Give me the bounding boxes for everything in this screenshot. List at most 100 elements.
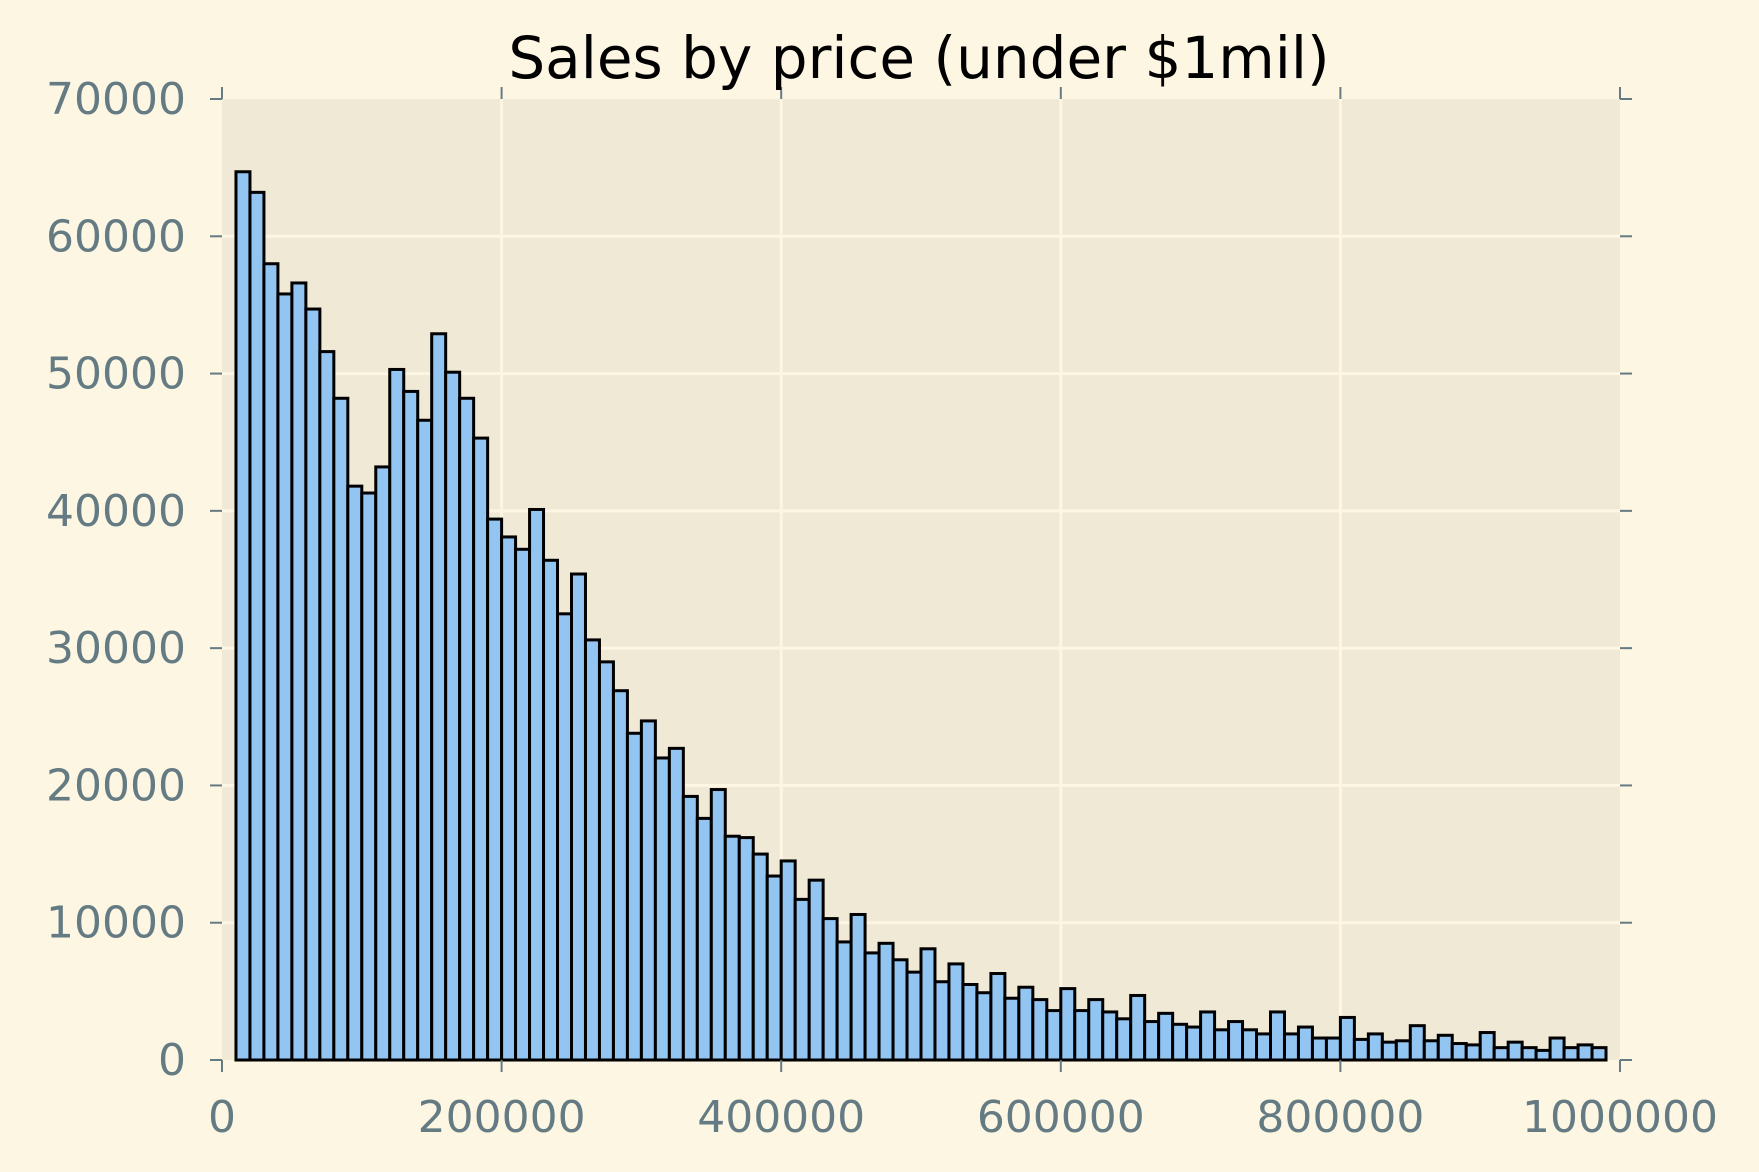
histogram-bar-7 bbox=[332, 396, 350, 1062]
y-tick-label-6: 60000 bbox=[46, 211, 186, 262]
y-tick-labels: 0 10000 20000 30000 40000 50000 60000 70000 bbox=[46, 74, 186, 1086]
histogram-bar-93 bbox=[1534, 1048, 1552, 1062]
histogram-bar-77 bbox=[1310, 1036, 1328, 1062]
histogram-bar-11 bbox=[388, 367, 406, 1062]
histogram-bar-29 bbox=[639, 719, 657, 1062]
histogram-bar-45 bbox=[863, 951, 881, 1062]
histogram-bar-79 bbox=[1338, 1015, 1356, 1062]
histogram-bar-65 bbox=[1143, 1020, 1161, 1062]
histogram-bar-90 bbox=[1492, 1046, 1510, 1062]
histogram-bar-38 bbox=[765, 874, 783, 1062]
histogram-bar-71 bbox=[1227, 1020, 1245, 1062]
histogram-bar-87 bbox=[1450, 1042, 1468, 1062]
histogram-bar-76 bbox=[1296, 1025, 1314, 1062]
histogram-bar-18 bbox=[486, 517, 504, 1062]
histogram-bar-21 bbox=[528, 507, 546, 1062]
histogram-bar-60 bbox=[1073, 1009, 1091, 1062]
histogram-bar-8 bbox=[346, 484, 364, 1062]
y-tick-label-5: 50000 bbox=[46, 349, 186, 400]
histogram-bar-37 bbox=[751, 852, 769, 1062]
y-tick-label-1: 10000 bbox=[46, 898, 186, 949]
y-tick-label-0: 0 bbox=[158, 1035, 186, 1086]
y-tick-label-2: 20000 bbox=[46, 760, 186, 811]
x-tick-labels: 0 200000 400000 600000 800000 1000000 bbox=[208, 1092, 1718, 1143]
x-tick-label-3: 600000 bbox=[977, 1092, 1145, 1143]
histogram-bar-32 bbox=[681, 794, 699, 1062]
x-tick-label-5: 1000000 bbox=[1522, 1092, 1718, 1143]
histogram-bar-96 bbox=[1576, 1043, 1594, 1062]
histogram-bar-73 bbox=[1255, 1032, 1273, 1062]
bars bbox=[234, 170, 1608, 1062]
histogram-bar-41 bbox=[807, 878, 825, 1062]
histogram-bar-25 bbox=[583, 638, 601, 1062]
histogram-bar-63 bbox=[1115, 1017, 1133, 1062]
histogram-bar-44 bbox=[849, 912, 867, 1062]
histogram-bar-51 bbox=[947, 962, 965, 1062]
histogram-bar-66 bbox=[1157, 1011, 1175, 1062]
histogram-bar-88 bbox=[1464, 1043, 1482, 1062]
histogram-bar-67 bbox=[1171, 1022, 1189, 1062]
histogram-bar-91 bbox=[1506, 1040, 1524, 1062]
histogram-bar-2 bbox=[262, 262, 280, 1062]
histogram-bar-72 bbox=[1241, 1028, 1259, 1062]
histogram-bar-86 bbox=[1436, 1033, 1454, 1062]
histogram-bar-57 bbox=[1031, 998, 1049, 1062]
histogram-bar-35 bbox=[723, 834, 741, 1062]
histogram-bar-47 bbox=[891, 958, 909, 1062]
histogram-bar-3 bbox=[276, 292, 294, 1062]
y-tick-label-4: 40000 bbox=[46, 486, 186, 537]
histogram-bar-64 bbox=[1129, 993, 1147, 1062]
histogram-bar-9 bbox=[360, 491, 378, 1062]
histogram-bar-75 bbox=[1282, 1032, 1300, 1062]
axis-ticks bbox=[210, 87, 1632, 1072]
histogram-bar-10 bbox=[374, 465, 392, 1062]
histogram-bar-16 bbox=[458, 396, 476, 1062]
histogram-bar-46 bbox=[877, 941, 895, 1062]
histogram-bar-94 bbox=[1548, 1036, 1566, 1062]
x-tick-label-4: 800000 bbox=[1256, 1092, 1424, 1143]
histogram-bar-22 bbox=[542, 558, 560, 1062]
histogram-bar-1 bbox=[248, 190, 266, 1062]
histogram-bar-78 bbox=[1324, 1036, 1342, 1062]
histogram-bar-12 bbox=[402, 389, 420, 1062]
histogram-bar-89 bbox=[1478, 1031, 1496, 1062]
histogram-bar-39 bbox=[779, 859, 797, 1062]
histogram-bar-82 bbox=[1380, 1040, 1398, 1062]
histogram-bar-95 bbox=[1562, 1046, 1580, 1062]
histogram-bar-40 bbox=[793, 897, 811, 1062]
histogram-bar-97 bbox=[1590, 1046, 1608, 1062]
histogram-bar-36 bbox=[737, 836, 755, 1062]
histogram-bar-68 bbox=[1185, 1025, 1203, 1062]
histogram-bar-50 bbox=[933, 980, 951, 1062]
histogram-bar-52 bbox=[961, 982, 979, 1062]
histogram-bar-61 bbox=[1087, 998, 1105, 1062]
histogram-bar-30 bbox=[653, 756, 671, 1062]
x-tick-label-2: 400000 bbox=[697, 1092, 865, 1143]
histogram-bar-85 bbox=[1422, 1039, 1440, 1062]
histogram-bar-69 bbox=[1199, 1010, 1217, 1062]
histogram-bar-20 bbox=[514, 547, 532, 1062]
histogram-bar-59 bbox=[1059, 987, 1077, 1062]
histogram-bar-56 bbox=[1017, 985, 1035, 1062]
histogram-bar-84 bbox=[1408, 1024, 1426, 1062]
histogram-bar-42 bbox=[821, 917, 839, 1062]
histogram-bar-28 bbox=[625, 731, 643, 1062]
x-tick-label-0: 0 bbox=[208, 1092, 236, 1143]
histogram-bar-15 bbox=[444, 370, 462, 1062]
histogram-bar-53 bbox=[975, 991, 993, 1062]
chart-title: Sales by price (under $1mil) bbox=[508, 24, 1329, 92]
histogram-bar-43 bbox=[835, 940, 853, 1062]
histogram-bar-26 bbox=[597, 660, 615, 1062]
histogram-bar-33 bbox=[695, 816, 713, 1062]
histogram-bar-74 bbox=[1269, 1010, 1286, 1062]
histogram-bar-17 bbox=[472, 436, 490, 1062]
histogram-bar-27 bbox=[611, 689, 629, 1062]
histogram-bar-62 bbox=[1101, 1010, 1119, 1062]
histogram-bar-31 bbox=[667, 746, 685, 1062]
histogram-bar-19 bbox=[500, 535, 518, 1062]
histogram-bar-70 bbox=[1213, 1028, 1231, 1062]
histogram-bar-55 bbox=[1003, 996, 1021, 1062]
histogram-bar-80 bbox=[1352, 1037, 1370, 1062]
histogram-bar-92 bbox=[1520, 1046, 1538, 1062]
